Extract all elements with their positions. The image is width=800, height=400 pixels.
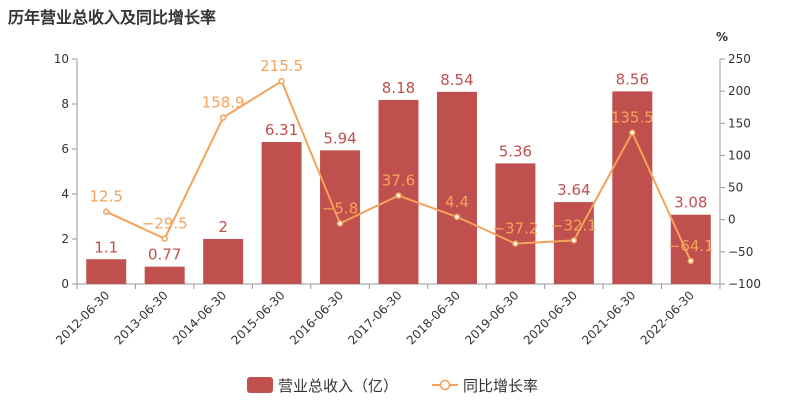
growth-value-label: 135.5 (611, 109, 654, 127)
bar-value-label: 8.18 (382, 79, 415, 97)
bar-value-label: 8.54 (440, 71, 473, 89)
bar-value-label: 3.64 (557, 181, 590, 199)
bar (436, 91, 477, 284)
bar-value-label: 3.08 (674, 194, 707, 212)
growth-point (219, 114, 227, 121)
growth-value-label: −37.2 (492, 220, 538, 238)
x-tick-label: 2012-06-30 (53, 288, 112, 347)
x-tick-label: 2015-06-30 (228, 288, 287, 347)
bar-value-label: 0.77 (148, 246, 181, 264)
growth-point (512, 240, 519, 247)
growth-point (102, 208, 110, 215)
x-tick-label: 2020-06-30 (521, 288, 580, 347)
growth-value-label: −32.1 (551, 216, 597, 234)
growth-point (453, 213, 461, 221)
y-left-tick-label: 6 (61, 142, 69, 156)
y-right-tick-label: 100 (728, 148, 751, 162)
legend-bar-label: 营业总收入（亿） (278, 377, 398, 395)
bar-value-label: 1.1 (94, 238, 118, 256)
x-tick-label: 2021-06-30 (579, 288, 638, 347)
y-right-tick-label: −100 (728, 277, 761, 291)
y-left-tick-label: 0 (61, 277, 69, 291)
y-right-tick-label: 150 (728, 116, 751, 130)
growth-point (161, 235, 168, 242)
legend-line-marker (439, 379, 451, 391)
bar (495, 163, 536, 284)
bar (378, 99, 419, 284)
y-right-unit-label: % (716, 30, 728, 44)
bar (670, 214, 711, 284)
legend: 营业总收入（亿） 同比增长率 (247, 377, 538, 395)
growth-point (629, 129, 636, 136)
bar (261, 142, 302, 284)
x-tick-label: 2013-06-30 (112, 288, 171, 347)
legend-line-label: 同比增长率 (463, 377, 538, 395)
bar-value-label: 5.36 (499, 142, 532, 160)
growth-value-label: 4.4 (445, 193, 469, 211)
x-tick-label: 2017-06-30 (345, 288, 404, 347)
x-tick-label: 2016-06-30 (287, 288, 346, 347)
growth-value-label: −64.1 (668, 237, 714, 255)
bar (612, 91, 653, 285)
bar-value-label: 5.94 (323, 129, 356, 147)
legend-bar-swatch (247, 377, 273, 393)
growth-point (395, 192, 402, 199)
y-right-tick-label: 50 (728, 181, 743, 195)
y-left-tick-label: 8 (61, 97, 69, 111)
y-left-tick-label: 2 (61, 232, 69, 246)
x-tick-label: 2022-06-30 (638, 288, 697, 347)
growth-point (336, 220, 344, 227)
bar (203, 239, 244, 284)
bar-value-label: 6.31 (265, 121, 298, 139)
y-left-tick-label: 10 (54, 52, 69, 66)
growth-value-label: 158.9 (202, 94, 245, 112)
growth-value-label: −5.8 (322, 199, 358, 217)
bar-value-label: 2 (218, 218, 228, 236)
growth-value-label: −29.5 (142, 215, 188, 233)
growth-value-label: 215.5 (260, 57, 303, 75)
y-right-tick-label: 250 (728, 52, 751, 66)
y-right-tick-label: 0 (728, 213, 736, 227)
growth-point (570, 237, 578, 244)
growth-value-label: 37.6 (382, 172, 415, 190)
x-tick-label: 2019-06-30 (462, 288, 521, 347)
x-tick-label: 2018-06-30 (404, 288, 463, 347)
x-tick-label: 2014-06-30 (170, 288, 229, 347)
y-left-tick-label: 4 (61, 187, 69, 201)
bar-value-label: 8.56 (616, 70, 649, 88)
bar (86, 259, 127, 284)
growth-point (687, 257, 695, 265)
growth-value-label: 12.5 (90, 188, 123, 206)
chart-title: 历年营业总收入及同比增长率 (8, 8, 217, 27)
bar (144, 266, 185, 284)
growth-point (278, 77, 285, 85)
y-right-tick-label: −50 (728, 245, 753, 259)
y-right-tick-label: 200 (728, 84, 751, 98)
